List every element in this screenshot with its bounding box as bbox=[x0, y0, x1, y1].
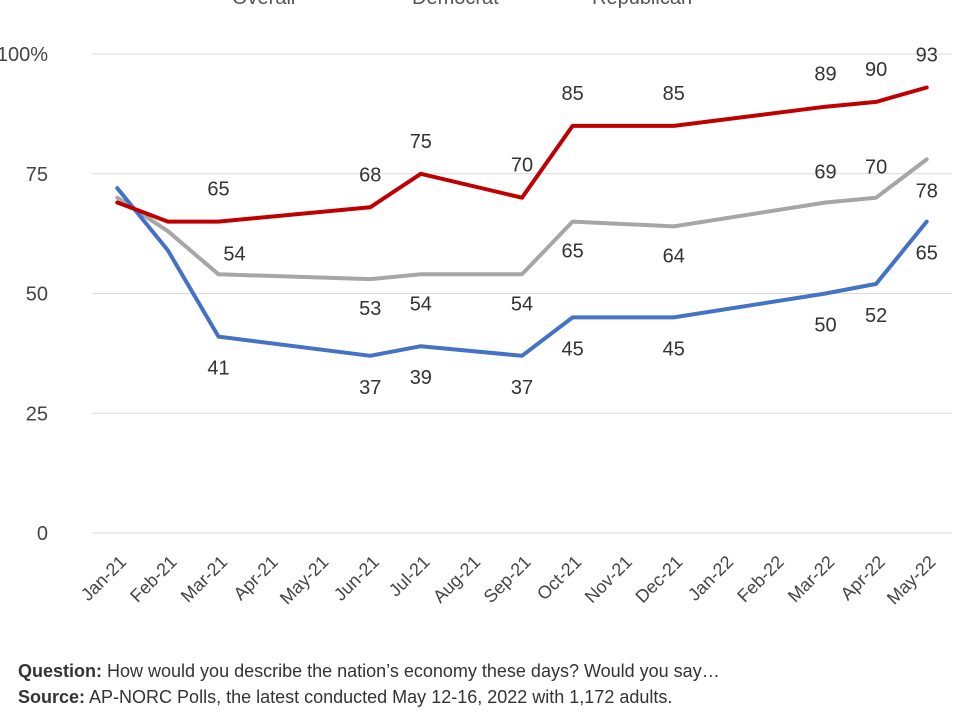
series-lines bbox=[115, 85, 929, 358]
x-tick-label: Apr-22 bbox=[837, 552, 889, 604]
data-label-overall: 54 bbox=[511, 293, 533, 315]
x-tick-label: Feb-22 bbox=[733, 552, 787, 606]
data-label-republican: 68 bbox=[359, 164, 381, 186]
y-tick-label: 100% bbox=[0, 44, 48, 66]
data-labels: 54 53 54 54 65 64 69 70 78 41 37 39 37 45 45 50 52 65 65 68… bbox=[207, 45, 937, 399]
data-label-democrat: 65 bbox=[916, 243, 938, 265]
data-label-republican: 85 bbox=[663, 83, 685, 105]
x-tick-label: Sep-21 bbox=[480, 552, 535, 607]
data-label-overall: 78 bbox=[916, 180, 938, 202]
data-label-democrat: 45 bbox=[663, 338, 685, 360]
x-tick-label: Jan-22 bbox=[684, 552, 737, 605]
x-tick-label: May-21 bbox=[276, 552, 333, 609]
question-text: How would you describe the nation’s econ… bbox=[107, 661, 720, 681]
legend-label-republican: Republican bbox=[592, 0, 692, 9]
chart-legend: Overall Democrat Republican bbox=[232, 0, 692, 9]
legend-label-overall: Overall bbox=[232, 0, 295, 9]
data-label-overall: 70 bbox=[865, 157, 887, 179]
data-label-republican: 85 bbox=[561, 83, 583, 105]
data-label-republican: 93 bbox=[916, 45, 938, 67]
x-tick-label: Oct-21 bbox=[533, 552, 585, 604]
x-tick-label: Mar-22 bbox=[784, 552, 838, 606]
source-label: Source: bbox=[18, 687, 86, 707]
data-label-democrat: 50 bbox=[814, 315, 836, 337]
y-tick-label: 25 bbox=[26, 403, 48, 425]
y-axis-ticks: 0 25 50 75 100% bbox=[0, 44, 48, 545]
data-label-republican: 90 bbox=[865, 59, 887, 81]
question-label: Question: bbox=[18, 661, 102, 681]
x-tick-label: Mar-21 bbox=[177, 552, 231, 606]
data-label-democrat: 37 bbox=[511, 377, 533, 399]
x-tick-label: Dec-21 bbox=[631, 552, 686, 607]
data-label-republican: 89 bbox=[814, 64, 836, 86]
data-label-overall: 65 bbox=[561, 241, 583, 263]
line-chart: Overall Democrat Republican 0 25 50 75 100% Ja… bbox=[0, 0, 952, 609]
question-note: Question: How would you describe the nat… bbox=[18, 660, 720, 682]
x-tick-label: Jul-21 bbox=[385, 552, 434, 601]
x-tick-label: Feb-21 bbox=[126, 552, 180, 606]
data-label-overall: 54 bbox=[223, 243, 245, 265]
legend-label-democrat: Democrat bbox=[412, 0, 499, 9]
x-tick-label: Apr-21 bbox=[230, 552, 282, 604]
y-tick-label: 50 bbox=[26, 284, 48, 306]
data-label-republican: 70 bbox=[511, 155, 533, 177]
series-line-overall bbox=[115, 157, 929, 282]
data-label-republican: 65 bbox=[207, 179, 229, 201]
x-tick-label: Aug-21 bbox=[429, 552, 484, 607]
source-note: Source: AP-NORC Polls, the latest conduc… bbox=[18, 686, 672, 708]
x-tick-label: Jun-21 bbox=[330, 552, 383, 605]
data-label-overall: 69 bbox=[814, 161, 836, 183]
series-line-republican bbox=[115, 85, 929, 224]
data-label-republican: 75 bbox=[410, 131, 432, 153]
x-tick-label: Jan-21 bbox=[77, 552, 130, 605]
x-tick-label: Nov-21 bbox=[581, 552, 636, 607]
data-label-democrat: 39 bbox=[410, 367, 432, 389]
data-label-democrat: 37 bbox=[359, 377, 381, 399]
source-text: AP-NORC Polls, the latest conducted May … bbox=[89, 687, 673, 707]
y-tick-label: 75 bbox=[26, 164, 48, 186]
data-label-overall: 54 bbox=[410, 293, 432, 315]
data-label-overall: 53 bbox=[359, 298, 381, 320]
data-label-democrat: 45 bbox=[561, 338, 583, 360]
gridlines bbox=[92, 53, 952, 534]
data-label-overall: 64 bbox=[663, 245, 685, 267]
data-label-democrat: 52 bbox=[865, 305, 887, 327]
data-label-democrat: 41 bbox=[207, 358, 229, 380]
series-line-democrat bbox=[115, 186, 929, 358]
y-tick-label: 0 bbox=[37, 523, 48, 545]
x-tick-label: May-22 bbox=[883, 552, 940, 609]
